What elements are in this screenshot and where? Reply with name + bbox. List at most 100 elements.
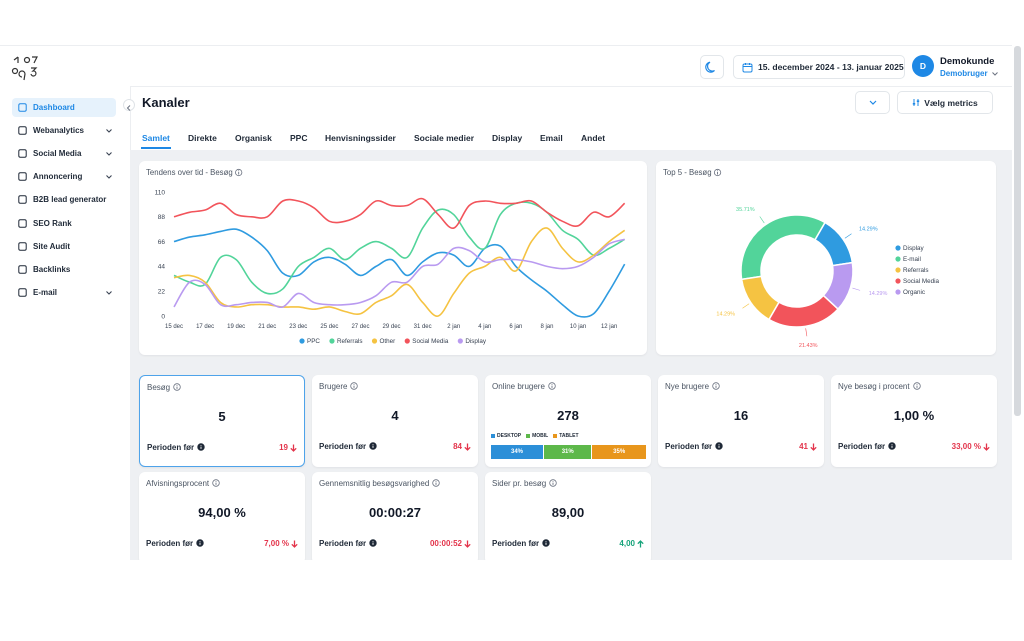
sidebar-label: Social Media: [33, 149, 82, 159]
tab[interactable]: PPC: [290, 133, 308, 143]
bar-segment: 31%: [544, 445, 592, 459]
kpi-card[interactable]: Nye brugere 16 Perioden før 41: [658, 375, 824, 467]
sidebar-item[interactable]: B2B lead generator: [12, 190, 116, 209]
tab[interactable]: Display: [492, 133, 523, 143]
kpi-title-text: Besøg: [147, 383, 171, 392]
sidebar-label: Dashboard: [33, 103, 75, 112]
info-icon: [196, 539, 204, 547]
info-icon: [369, 442, 377, 450]
kpi-previous-value: 84: [453, 442, 462, 451]
sidebar-label: Backlinks: [33, 264, 71, 274]
kpi-value: 278: [557, 408, 579, 423]
legend-label: Other: [380, 338, 396, 345]
sidebar-item[interactable]: Site Audit: [12, 237, 116, 256]
sidebar-item[interactable]: Social Media: [12, 144, 116, 163]
sidebar-item[interactable]: Annoncering: [12, 167, 116, 186]
sidebar-chevron: [106, 129, 112, 133]
leader-line: [759, 216, 765, 224]
info-icon: [542, 539, 550, 547]
kpi-value: 5: [218, 409, 226, 424]
arrow-path: [464, 540, 471, 548]
kpi-card[interactable]: Nye besøg i procent 1,00 % Perioden før 33,…: [831, 375, 997, 467]
metrics-button[interactable]: Vælg metrics: [897, 91, 993, 114]
info-circle: [712, 382, 720, 390]
bar-legend-label: DESKTOP: [497, 433, 522, 439]
legend-label: Social Media: [412, 338, 449, 345]
pie-value-label: 21.43%: [799, 343, 818, 349]
kpi-footer-label: Perioden før: [665, 442, 723, 451]
pie-chart-card: Top 5 - Besøg 14.29% 35.71% 14.29% 21.43% 14.…: [656, 161, 996, 355]
x-tick-label: 8 jan: [540, 324, 553, 330]
kpi-previous: 00:00:52: [430, 539, 471, 548]
kpi-previous-label: Perioden før: [838, 442, 886, 451]
bar-segment: 34%: [491, 445, 544, 459]
avatar[interactable]: D: [912, 55, 934, 77]
chevron-path: [991, 71, 998, 76]
tab[interactable]: Direkte: [188, 133, 217, 143]
tab[interactable]: Henvisningssider: [325, 133, 396, 143]
sidebar-item[interactable]: E-mail: [12, 283, 116, 302]
icon-shape: [18, 218, 27, 228]
bar-segment: 35%: [592, 445, 646, 459]
sidebar-icon: [18, 241, 27, 251]
kpi-card[interactable]: Online brugere 278 DESKTOP MOBIL TABLET 34% 31…: [485, 375, 651, 467]
kpi-card[interactable]: Sider pr. besøg 89,00 Perioden før 4,00: [485, 472, 651, 560]
scrollbar: [1014, 46, 1021, 416]
chevron-path: [126, 105, 131, 111]
kpi-value: 89,00: [551, 505, 585, 520]
sidebar-label: E-mail: [33, 287, 58, 297]
kpi-title-text: Nye besøg i procent: [838, 382, 910, 391]
kpi-previous-label: Perioden før: [147, 443, 195, 452]
icon-shape: [18, 172, 27, 181]
legend-swatch: [895, 289, 901, 295]
info-circle: [235, 168, 243, 177]
bar-legend-swatch: [553, 434, 558, 438]
user-role[interactable]: Demobruger: [940, 69, 999, 78]
kpi-card[interactable]: Gennemsnitlig besøgsvarighed 00:00:27 Peri…: [312, 472, 478, 560]
kpi-previous-value: 41: [799, 442, 808, 451]
tab[interactable]: Samlet: [142, 133, 170, 143]
info-icon: [548, 382, 556, 390]
bar-legend-label: TABLET: [559, 433, 579, 439]
info-circle: [549, 479, 557, 487]
kpi-title-text: Gennemsnitlig besøgsvarighed: [319, 479, 430, 488]
x-tick-label: 12 jan: [601, 324, 617, 330]
sidebar-item[interactable]: Webanalytics: [12, 121, 116, 140]
info-icon: [350, 382, 359, 390]
legend-swatch: [329, 338, 335, 344]
legend-swatch: [895, 278, 901, 284]
chevron-path: [106, 290, 112, 295]
kpi-previous-value: 4,00: [619, 539, 635, 548]
dropdown-button[interactable]: [855, 91, 890, 114]
legend-label: E-mail: [903, 256, 921, 263]
metrics-knob: [913, 103, 916, 105]
trend-arrow: [810, 443, 817, 451]
page-title: Kanaler: [142, 95, 190, 110]
chevron-path: [106, 129, 112, 133]
sidebar-icon: [18, 195, 27, 205]
kpi-card[interactable]: Besøg 5 Perioden før 19: [139, 375, 305, 467]
pie-segment: [740, 214, 826, 281]
calendar-icon: [742, 62, 753, 72]
kpi-card[interactable]: Brugere 4 Perioden før 84: [312, 375, 478, 467]
sidebar-item[interactable]: SEO Rank: [12, 214, 116, 233]
kpi-value: 94,00 %: [198, 505, 246, 520]
theme-toggle[interactable]: [700, 55, 724, 79]
kpi-previous-label: Perioden før: [665, 442, 713, 451]
bar-legend-item: DESKTOP: [491, 433, 521, 439]
legend: PPC Referrals Other Social Media Display: [299, 338, 487, 345]
tab[interactable]: Andet: [581, 133, 606, 143]
kpi-title: Afvisningsprocent: [146, 479, 220, 488]
chevron-path: [869, 100, 876, 105]
sidebar-item[interactable]: Dashboard: [12, 98, 116, 117]
kpi-card[interactable]: Afvisningsprocent 94,00 % Perioden før 7,00…: [139, 472, 305, 560]
sidebar-collapse[interactable]: [123, 99, 135, 111]
header-divider: [130, 86, 1012, 87]
tab[interactable]: Organisk: [235, 133, 272, 143]
tab[interactable]: Email: [540, 133, 563, 143]
pie-segment: [822, 261, 854, 311]
date-picker[interactable]: 15. december 2024 - 13. januar 2025: [733, 55, 905, 79]
calendar-lines: [743, 62, 752, 67]
tab[interactable]: Sociale medier: [414, 133, 475, 143]
sidebar-item[interactable]: Backlinks: [12, 260, 116, 279]
